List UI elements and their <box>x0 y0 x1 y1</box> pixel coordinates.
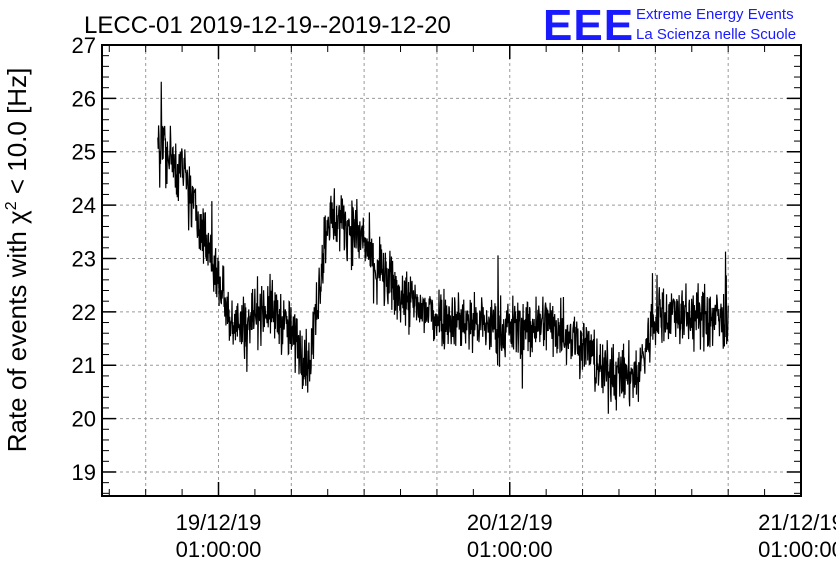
chi-symbol: χ <box>2 210 32 224</box>
chart-title: LECC-01 2019-12-19--2019-12-20 <box>84 12 451 39</box>
x-tick-date: 19/12/19 <box>176 510 262 535</box>
x-tick-date: 20/12/19 <box>467 510 553 535</box>
plot-frame <box>101 44 802 497</box>
x-tick-date: 21/12/19 <box>758 510 836 535</box>
grid-lines <box>102 45 801 496</box>
y-tick-label: 22 <box>72 300 96 325</box>
eee-logo-letters: EEE <box>543 1 634 50</box>
series-layer <box>157 81 729 414</box>
y-tick-label: 21 <box>72 353 96 378</box>
eee-logo-line2: La Scienza nelle Scuole <box>636 26 796 43</box>
y-tick-label: 26 <box>72 86 96 111</box>
y-tick-label: 23 <box>72 246 96 271</box>
y-axis-label-prefix: Rate of events with <box>2 224 32 452</box>
y-tick-label: 19 <box>72 460 96 485</box>
y-tick-label: 20 <box>72 407 96 432</box>
y-axis: 19 20 21 22 23 24 25 26 27 <box>72 33 801 494</box>
x-axis: 19/12/1901:00:0020/12/1901:00:0021/12/19… <box>108 45 836 562</box>
eee-logo-line1: Extreme Energy Events <box>636 6 794 23</box>
y-tick-label: 24 <box>72 193 96 218</box>
y-axis-label: Rate of events with χ2 < 10.0 [Hz] <box>2 68 32 453</box>
x-tick-time: 01:00:00 <box>467 537 553 562</box>
eee-logo: EEE Extreme Energy Events La Scienza nel… <box>543 1 796 50</box>
x-tick-time: 01:00:00 <box>176 537 262 562</box>
rate-series-line <box>157 81 729 414</box>
x-tick-time: 01:00:00 <box>758 537 836 562</box>
y-axis-label-sup: 2 <box>3 201 20 210</box>
y-tick-label: 27 <box>72 33 96 58</box>
y-axis-label-suffix: < 10.0 [Hz] <box>2 68 32 202</box>
y-tick-label: 25 <box>72 140 96 165</box>
